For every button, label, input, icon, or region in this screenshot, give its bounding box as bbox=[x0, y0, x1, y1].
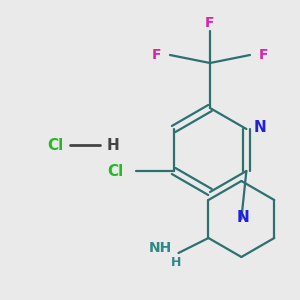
Text: F: F bbox=[205, 16, 215, 30]
Text: Cl: Cl bbox=[47, 137, 63, 152]
Text: H: H bbox=[171, 256, 182, 268]
Text: F: F bbox=[152, 48, 161, 62]
Text: N: N bbox=[254, 119, 266, 134]
Text: F: F bbox=[259, 48, 268, 62]
Text: NH: NH bbox=[149, 241, 172, 255]
Text: N: N bbox=[237, 209, 250, 224]
Text: H: H bbox=[106, 137, 119, 152]
Text: Cl: Cl bbox=[107, 164, 124, 178]
